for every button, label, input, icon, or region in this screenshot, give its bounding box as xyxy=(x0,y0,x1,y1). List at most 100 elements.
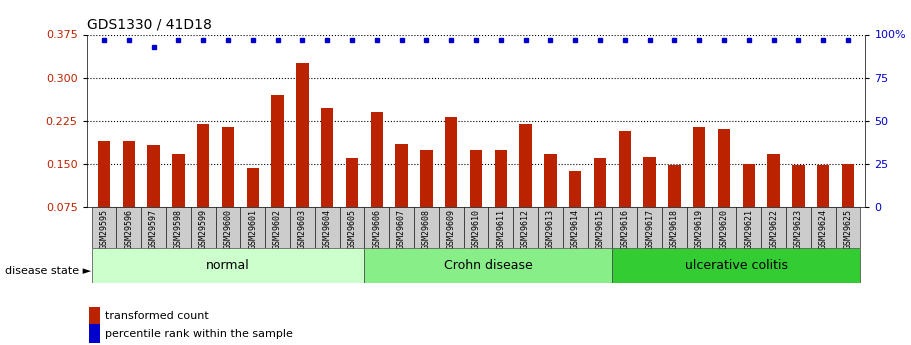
Text: GSM29618: GSM29618 xyxy=(670,209,679,249)
Text: GSM29605: GSM29605 xyxy=(347,209,356,249)
Bar xyxy=(371,112,383,250)
Text: GSM29599: GSM29599 xyxy=(199,209,208,249)
Text: ulcerative colitis: ulcerative colitis xyxy=(685,259,788,272)
Bar xyxy=(544,154,557,250)
Text: GSM29617: GSM29617 xyxy=(645,209,654,249)
Bar xyxy=(811,207,835,248)
Bar xyxy=(513,207,538,248)
Bar xyxy=(241,207,265,248)
Text: GSM29625: GSM29625 xyxy=(844,209,853,249)
Bar xyxy=(340,207,364,248)
Text: GSM29620: GSM29620 xyxy=(720,209,729,249)
Bar xyxy=(414,207,439,248)
Bar xyxy=(420,149,433,250)
Bar xyxy=(364,248,612,283)
Bar xyxy=(296,63,309,250)
Bar xyxy=(563,207,588,248)
Bar xyxy=(488,207,513,248)
Bar xyxy=(736,207,762,248)
Bar xyxy=(643,157,656,250)
Bar xyxy=(321,108,333,250)
Bar xyxy=(742,164,755,250)
Bar xyxy=(271,95,283,250)
Text: GSM29621: GSM29621 xyxy=(744,209,753,249)
Text: GSM29602: GSM29602 xyxy=(273,209,282,249)
Text: GSM29608: GSM29608 xyxy=(422,209,431,249)
Bar xyxy=(519,124,532,250)
Text: GSM29624: GSM29624 xyxy=(819,209,828,249)
Bar xyxy=(817,165,830,250)
Bar xyxy=(247,168,259,250)
Bar xyxy=(91,207,117,248)
Text: GSM29604: GSM29604 xyxy=(322,209,332,249)
Text: GSM29611: GSM29611 xyxy=(496,209,506,249)
Text: disease state ►: disease state ► xyxy=(5,266,91,276)
Bar xyxy=(538,207,563,248)
Bar xyxy=(693,127,705,250)
Bar xyxy=(569,171,581,250)
Text: GSM29623: GSM29623 xyxy=(794,209,803,249)
Bar xyxy=(290,207,315,248)
Bar xyxy=(389,207,414,248)
Text: GSM29598: GSM29598 xyxy=(174,209,183,249)
Bar xyxy=(470,149,482,250)
Text: GSM29600: GSM29600 xyxy=(223,209,232,249)
Bar xyxy=(718,129,731,250)
Bar xyxy=(190,207,216,248)
Text: normal: normal xyxy=(206,259,250,272)
Bar xyxy=(711,207,736,248)
Bar xyxy=(148,146,159,250)
Bar xyxy=(793,165,804,250)
Text: GSM29613: GSM29613 xyxy=(546,209,555,249)
Bar xyxy=(91,248,364,283)
Text: GSM29609: GSM29609 xyxy=(446,209,456,249)
Bar xyxy=(315,207,340,248)
Text: GSM29607: GSM29607 xyxy=(397,209,406,249)
Bar xyxy=(364,207,389,248)
Bar xyxy=(439,207,464,248)
Bar xyxy=(637,207,662,248)
Text: GSM29615: GSM29615 xyxy=(596,209,605,249)
Bar xyxy=(221,127,234,250)
Bar xyxy=(265,207,290,248)
Bar xyxy=(395,144,408,250)
Text: GSM29622: GSM29622 xyxy=(769,209,778,249)
Bar xyxy=(662,207,687,248)
Text: GSM29595: GSM29595 xyxy=(99,209,108,249)
Text: GSM29596: GSM29596 xyxy=(124,209,133,249)
Bar xyxy=(117,207,141,248)
Text: GSM29603: GSM29603 xyxy=(298,209,307,249)
Text: transformed count: transformed count xyxy=(105,312,209,321)
Text: GSM29619: GSM29619 xyxy=(695,209,704,249)
Bar xyxy=(166,207,190,248)
Bar xyxy=(464,207,488,248)
Bar xyxy=(619,130,631,250)
Bar xyxy=(762,207,786,248)
Bar xyxy=(767,154,780,250)
Bar xyxy=(687,207,711,248)
Text: GDS1330 / 41D18: GDS1330 / 41D18 xyxy=(87,18,211,32)
Bar xyxy=(786,207,811,248)
Bar xyxy=(346,158,358,250)
Bar xyxy=(197,124,210,250)
Bar xyxy=(588,207,612,248)
Bar xyxy=(594,158,606,250)
Bar xyxy=(612,248,861,283)
Bar xyxy=(842,164,855,250)
Text: GSM29597: GSM29597 xyxy=(149,209,158,249)
Text: GSM29606: GSM29606 xyxy=(373,209,382,249)
Bar xyxy=(495,149,507,250)
Bar xyxy=(612,207,637,248)
Text: GSM29610: GSM29610 xyxy=(472,209,480,249)
Text: percentile rank within the sample: percentile rank within the sample xyxy=(105,329,292,338)
Bar xyxy=(122,141,135,250)
Text: GSM29614: GSM29614 xyxy=(570,209,579,249)
Text: GSM29601: GSM29601 xyxy=(248,209,257,249)
Text: GSM29616: GSM29616 xyxy=(620,209,630,249)
Text: GSM29612: GSM29612 xyxy=(521,209,530,249)
Bar xyxy=(835,207,861,248)
Bar xyxy=(216,207,241,248)
Text: Crohn disease: Crohn disease xyxy=(444,259,533,272)
Bar xyxy=(172,154,185,250)
Bar xyxy=(141,207,166,248)
